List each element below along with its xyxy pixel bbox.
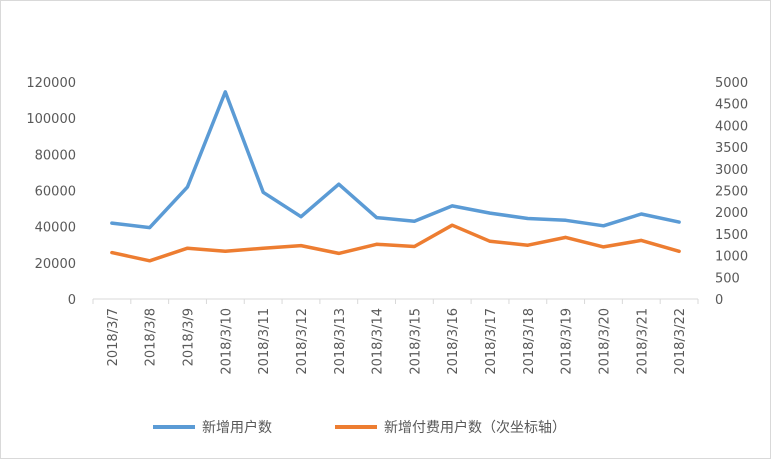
right-axis-tick-label: 5000	[715, 76, 748, 91]
series-0-point	[412, 219, 416, 223]
left-axis-tick-label: 80000	[35, 148, 76, 163]
series-1-point	[526, 243, 530, 247]
right-axis-tick-label: 0	[715, 293, 723, 308]
left-axis-tick-label: 120000	[26, 76, 76, 91]
series-0-point	[375, 216, 379, 220]
right-axis-tick-label: 2500	[715, 185, 748, 200]
series-0-point	[564, 218, 568, 222]
left-axis-tick-label: 100000	[26, 112, 76, 127]
series-0-point	[223, 90, 227, 94]
left-axis-tick-label: 40000	[35, 221, 76, 236]
series-1-point	[412, 245, 416, 248]
series-1-point	[186, 246, 189, 250]
left-axis-ticks: 0 20000 40000 60000 80000 100000 120000	[26, 76, 76, 308]
right-axis-tick-label: 3000	[715, 163, 748, 178]
right-axis-tick-label: 1000	[715, 250, 748, 265]
series-layer	[110, 90, 681, 263]
series-0-point	[186, 185, 189, 189]
series-1-point	[148, 259, 152, 263]
series-0-point	[299, 215, 303, 219]
series-1-point	[488, 239, 492, 243]
series-1-point	[677, 249, 681, 253]
x-axis-tick-label: 2018/3/13	[333, 308, 348, 375]
x-axis-tick-label: 2018/3/14	[371, 308, 386, 375]
series-1-point	[450, 223, 454, 227]
series-1-point	[375, 242, 379, 246]
series-1-point	[110, 251, 114, 255]
right-axis-tick-label: 500	[715, 271, 740, 286]
x-axis-tick-label: 2018/3/22	[673, 308, 688, 375]
x-axis-labels: 2018/3/7 2018/3/8 2018/3/9 2018/3/10 2018/3/…	[106, 308, 688, 375]
x-axis-tick-label: 2018/3/16	[446, 308, 461, 375]
series-1-point	[223, 249, 227, 253]
x-axis-tick-marks	[92, 299, 699, 304]
x-axis-tick-label: 2018/3/15	[408, 308, 423, 375]
series-0-point	[110, 221, 114, 225]
x-axis-tick-label: 2018/3/20	[597, 308, 612, 375]
right-axis-tick-label: 1500	[715, 228, 748, 243]
series-0-point	[261, 190, 265, 194]
x-axis-tick-label: 2018/3/8	[144, 308, 159, 366]
series-0-point	[602, 224, 605, 228]
left-axis-tick-label: 20000	[35, 257, 76, 272]
right-axis-tick-label: 4500	[715, 98, 748, 113]
right-axis-tick-label: 2000	[715, 206, 748, 221]
series-0-point	[450, 204, 454, 208]
series-0-point	[639, 212, 643, 216]
legend: 新增用户数 新增付费用户数（次坐标轴）	[153, 419, 566, 436]
series-1-point	[639, 238, 643, 242]
x-axis-tick-label: 2018/3/19	[560, 308, 575, 375]
x-axis-tick-label: 2018/3/18	[522, 308, 537, 375]
legend-label-new-users: 新增用户数	[202, 419, 272, 436]
right-axis-tick-label: 4000	[715, 119, 748, 134]
series-1-point	[299, 244, 303, 248]
x-axis-tick-label: 2018/3/21	[635, 308, 650, 375]
series-0-point	[526, 217, 530, 220]
series-0-point	[337, 182, 341, 186]
legend-label-new-paying-users: 新增付费用户数（次坐标轴）	[384, 419, 566, 436]
right-axis-tick-label: 3500	[715, 141, 748, 156]
x-axis-tick-label: 2018/3/10	[219, 308, 234, 375]
series-1-point	[564, 235, 568, 239]
series-line-0	[110, 90, 681, 230]
series-0-point	[488, 211, 492, 215]
series-line-1	[110, 223, 681, 263]
series-1-point	[261, 246, 265, 250]
left-axis-tick-label: 60000	[35, 185, 76, 200]
series-0-point	[677, 220, 681, 224]
x-axis-tick-label: 2018/3/17	[484, 308, 499, 375]
series-0-point	[148, 226, 152, 230]
x-axis-tick-label: 2018/3/9	[182, 308, 197, 366]
x-axis-tick-label: 2018/3/12	[295, 308, 310, 375]
series-1-point	[337, 251, 341, 255]
x-axis-tick-label: 2018/3/11	[257, 308, 272, 375]
x-axis-tick-label: 2018/3/7	[106, 308, 121, 366]
series-1-point	[602, 245, 605, 249]
left-axis-tick-label: 0	[68, 293, 76, 308]
right-axis-ticks: 0 500 1000 1500 2000 2500 3000 3500 4000 4500 5000	[715, 76, 748, 308]
